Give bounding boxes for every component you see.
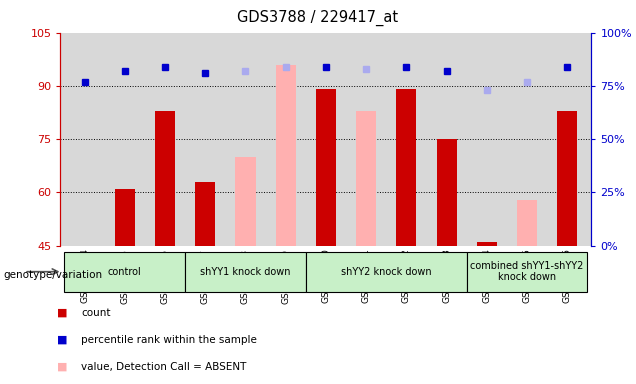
Bar [396, 89, 417, 246]
Bar [64, 252, 185, 291]
Text: GDS3788 / 229417_at: GDS3788 / 229417_at [237, 10, 399, 26]
Text: shYY1 knock down: shYY1 knock down [200, 266, 291, 277]
Bar [195, 182, 216, 246]
Bar [467, 252, 588, 291]
Text: control: control [108, 266, 142, 277]
Bar [316, 89, 336, 246]
Bar [275, 65, 296, 246]
Text: combined shYY1-shYY2
knock down: combined shYY1-shYY2 knock down [471, 261, 584, 283]
Bar [185, 252, 306, 291]
Text: genotype/variation: genotype/variation [3, 270, 102, 280]
Bar [557, 111, 577, 246]
Bar [306, 252, 467, 291]
Text: shYY2 knock down: shYY2 knock down [341, 266, 432, 277]
Text: ■: ■ [57, 308, 68, 318]
Bar [517, 200, 537, 246]
Bar [356, 111, 377, 246]
Text: value, Detection Call = ABSENT: value, Detection Call = ABSENT [81, 362, 247, 372]
Text: percentile rank within the sample: percentile rank within the sample [81, 335, 258, 345]
Text: ■: ■ [57, 362, 68, 372]
Bar [114, 189, 135, 246]
Text: ■: ■ [57, 335, 68, 345]
Text: count: count [81, 308, 111, 318]
Bar [477, 242, 497, 246]
Bar [436, 139, 457, 246]
Bar [235, 157, 256, 246]
Bar [155, 111, 175, 246]
